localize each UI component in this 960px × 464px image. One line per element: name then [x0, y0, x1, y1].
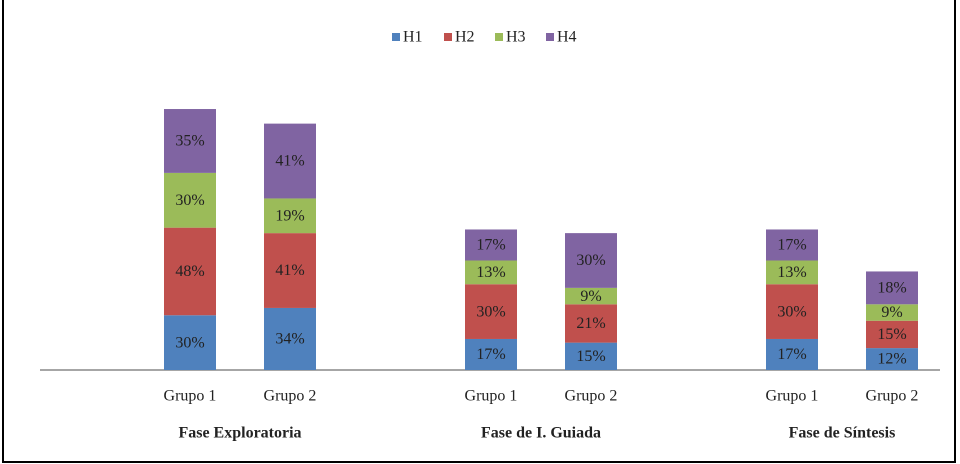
- data-label: 41%: [275, 262, 304, 279]
- data-label: 48%: [175, 263, 204, 280]
- data-label: 17%: [777, 237, 806, 254]
- data-label: 41%: [275, 153, 304, 170]
- data-label: 15%: [877, 326, 906, 343]
- bar-segment: [766, 338, 818, 370]
- legend-swatch: [495, 33, 503, 41]
- x-tick-label: Grupo 1: [164, 388, 217, 405]
- data-label: 9%: [580, 288, 601, 305]
- bar-segment: [164, 227, 216, 316]
- data-label: 21%: [576, 315, 605, 332]
- bar-segment: [766, 284, 818, 339]
- bar-segment: [565, 342, 617, 370]
- x-tick-label: Grupo 2: [264, 388, 317, 405]
- bar-segment: [866, 271, 918, 305]
- data-label: 12%: [877, 351, 906, 368]
- data-label: 30%: [777, 303, 806, 320]
- legend-label: H4: [557, 29, 577, 46]
- group-label: Fase de I. Guiada: [481, 425, 601, 442]
- data-label: 13%: [476, 264, 505, 281]
- bar-segment: [465, 229, 517, 261]
- bar-segment: [766, 260, 818, 285]
- data-label: 17%: [476, 237, 505, 254]
- legend-label: H1: [403, 29, 423, 46]
- group-label: Fase Exploratoria: [178, 425, 301, 442]
- data-label: 15%: [576, 348, 605, 365]
- legend-label: H3: [506, 29, 526, 46]
- data-label: 30%: [576, 252, 605, 269]
- bar-segment: [164, 172, 216, 228]
- bar-segment: [465, 260, 517, 285]
- group-label: Fase de Síntesis: [789, 425, 896, 442]
- legend-swatch: [392, 33, 400, 41]
- data-label: 17%: [777, 346, 806, 363]
- x-tick-label: Grupo 1: [766, 388, 819, 405]
- bar-segment: [565, 304, 617, 343]
- bar-segment: [264, 123, 316, 199]
- data-label: 34%: [275, 331, 304, 348]
- data-label: 30%: [476, 303, 505, 320]
- bar-segment: [866, 348, 918, 370]
- data-label: 19%: [275, 207, 304, 224]
- data-label: 18%: [877, 280, 906, 297]
- legend-swatch: [444, 33, 452, 41]
- x-tick-label: Grupo 1: [465, 388, 518, 405]
- bar-segment: [164, 109, 216, 173]
- bar-segment: [264, 307, 316, 370]
- bar-segment: [766, 229, 818, 261]
- bar-segment: [565, 287, 617, 305]
- bar-segment: [866, 304, 918, 321]
- data-label: 30%: [175, 192, 204, 209]
- x-tick-label: Grupo 2: [565, 388, 618, 405]
- x-tick-label: Grupo 2: [866, 388, 919, 405]
- bar-segment: [264, 233, 316, 308]
- bar-segment: [164, 315, 216, 370]
- data-label: 30%: [175, 334, 204, 351]
- bar-segment: [465, 284, 517, 339]
- data-label: 35%: [175, 133, 204, 150]
- data-label: 17%: [476, 346, 505, 363]
- bar-segment: [866, 320, 918, 349]
- legend-label: H2: [455, 29, 475, 46]
- bar-segment: [465, 338, 517, 370]
- data-label: 13%: [777, 264, 806, 281]
- bar-segment: [565, 233, 617, 288]
- legend-swatch: [546, 33, 554, 41]
- bar-segment: [264, 198, 316, 234]
- data-label: 9%: [881, 304, 902, 321]
